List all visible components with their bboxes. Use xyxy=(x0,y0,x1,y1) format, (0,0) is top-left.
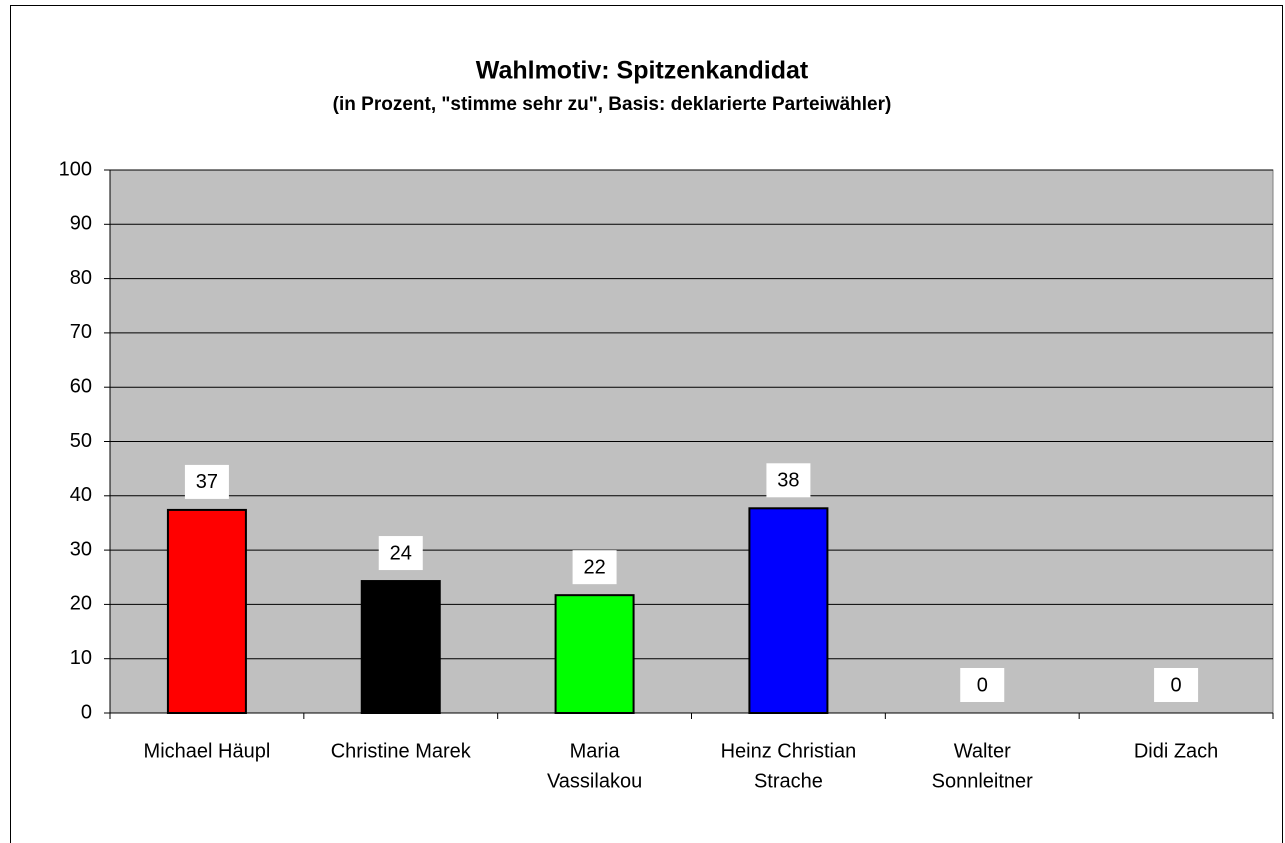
data-label: 37 xyxy=(196,471,218,493)
y-tick-label: 20 xyxy=(70,593,92,615)
data-label: 38 xyxy=(777,470,799,492)
bar xyxy=(360,580,441,715)
y-tick-label: 10 xyxy=(70,647,92,669)
data-label-box xyxy=(1154,668,1199,702)
y-tick-label: 0 xyxy=(81,701,92,723)
x-tick-label: Sonnleitner xyxy=(932,770,1034,792)
data-label-box xyxy=(572,550,617,585)
bar xyxy=(554,594,635,715)
chart-title: Wahlmotiv: Spitzenkandidat xyxy=(476,57,809,85)
data-label-box xyxy=(184,464,229,499)
y-tick-label: 100 xyxy=(59,158,92,180)
x-tick-label: Vassilakou xyxy=(547,770,642,792)
y-tick-label: 60 xyxy=(70,375,92,397)
x-tick-label: Heinz Christian xyxy=(721,740,857,762)
x-tick-label: Walter xyxy=(954,740,1011,762)
x-tick-label: Strache xyxy=(754,770,823,792)
y-tick-label: 50 xyxy=(70,430,92,452)
y-tick-label: 70 xyxy=(70,321,92,343)
y-tick-label: 30 xyxy=(70,538,92,560)
y-tick-label: 80 xyxy=(70,267,92,289)
y-tick-label: 90 xyxy=(70,213,92,235)
data-label-box xyxy=(960,668,1005,702)
x-tick-label: Maria xyxy=(570,740,621,762)
x-tick-label: Didi Zach xyxy=(1134,740,1218,762)
data-label: 0 xyxy=(1171,674,1182,696)
x-tick-label: Michael Häupl xyxy=(144,740,271,762)
x-tick-label: Christine Marek xyxy=(331,740,472,762)
bar xyxy=(166,508,247,714)
bar xyxy=(748,507,829,714)
data-label-box xyxy=(378,536,423,571)
data-label: 0 xyxy=(977,674,988,696)
y-tick-label: 40 xyxy=(70,484,92,506)
data-label: 22 xyxy=(583,556,605,578)
data-label: 24 xyxy=(390,542,412,564)
chart-subtitle: (in Prozent, "stimme sehr zu", Basis: de… xyxy=(333,94,892,115)
data-label-box xyxy=(766,463,811,498)
